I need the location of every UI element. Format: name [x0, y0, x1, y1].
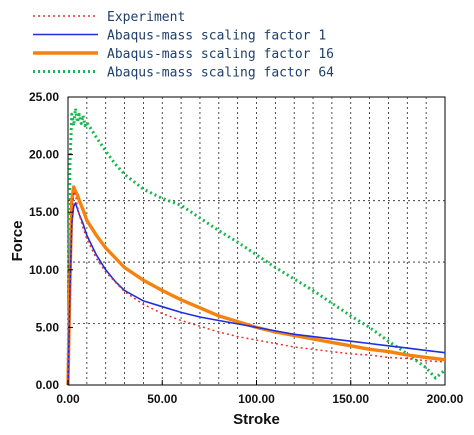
x-tick-label: 50.00: [147, 392, 177, 406]
y-tick-label: 5.00: [36, 320, 60, 334]
x-tick-label: 100.00: [238, 392, 275, 406]
y-tick-label: 0.00: [36, 378, 60, 392]
y-tick-label: 10.00: [29, 263, 59, 277]
y-tick-label: 20.00: [29, 148, 59, 162]
series-line-1: [67, 190, 446, 386]
series-line-3: [66, 185, 446, 386]
x-tick-label: 0.00: [56, 392, 80, 406]
legend-label-1: Experiment: [107, 10, 185, 25]
axis-ticks: 0.00 50.00 100.00 150.00 200.00 0.00 5.00 10.00…: [29, 90, 464, 406]
y-tick-label: 25.00: [29, 90, 59, 104]
series-line-4: [66, 107, 446, 386]
y-axis-title: Force: [9, 221, 26, 262]
legend-label-3: Abaqus-mass scaling factor 16: [107, 47, 334, 62]
legend-label-4: Abaqus-mass scaling factor 64: [107, 66, 334, 81]
series-layer: [66, 107, 446, 386]
grid: [68, 97, 445, 385]
legend-label-2: Abaqus-mass scaling factor 1: [107, 29, 326, 44]
x-axis-title: Stroke: [233, 411, 280, 428]
y-tick-label: 15.00: [29, 205, 59, 219]
legend: Experiment Abaqus-mass scaling factor 1 Ab…: [33, 10, 334, 81]
x-tick-label: 200.00: [427, 392, 464, 406]
x-tick-label: 150.00: [332, 392, 369, 406]
